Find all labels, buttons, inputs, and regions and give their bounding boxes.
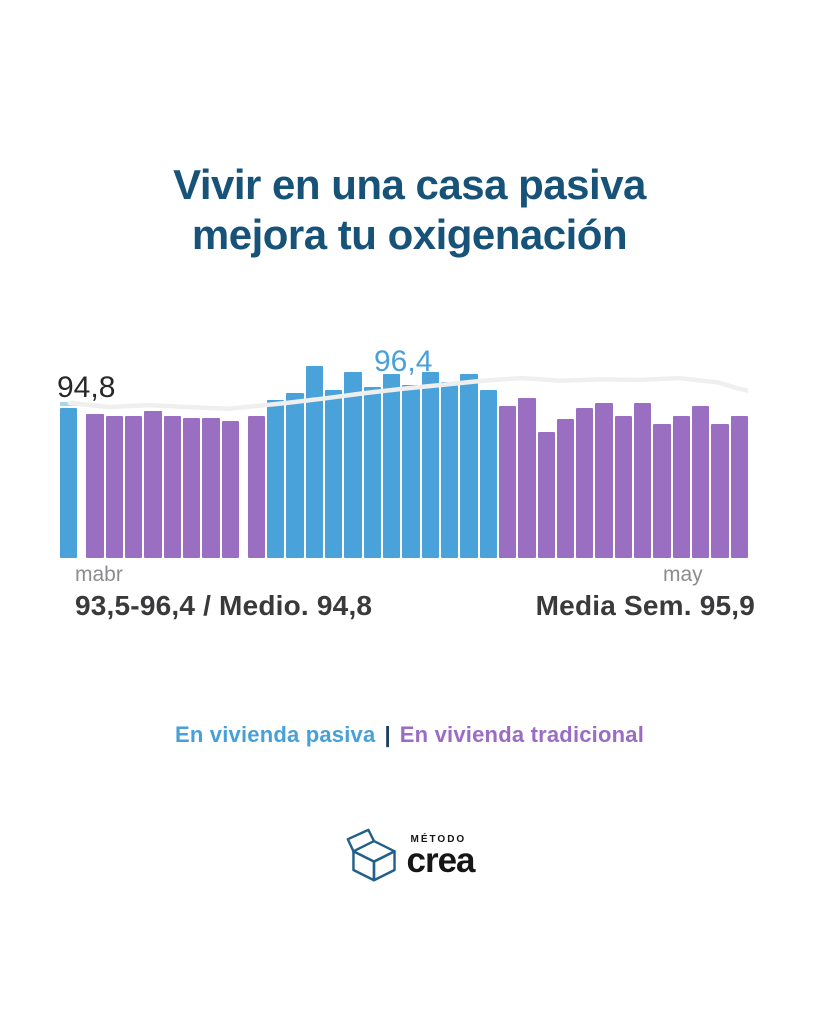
bar-pasiva bbox=[286, 392, 304, 558]
first-bar-value-label: 94,8 bbox=[57, 371, 116, 404]
legend: En vivienda pasiva | En vivienda tradicion… bbox=[0, 722, 819, 748]
bar-tradicional bbox=[498, 405, 517, 558]
peak-value-label: 96,4 bbox=[374, 345, 433, 378]
bar-tradicional bbox=[518, 397, 536, 558]
legend-pasiva-label: En vivienda pasiva bbox=[174, 722, 376, 747]
title-line2: mejora tu oxigenación bbox=[191, 210, 628, 258]
bar-tradicional bbox=[182, 417, 201, 558]
bar-tradicional bbox=[86, 413, 104, 558]
logo-crea-text: crea bbox=[406, 841, 475, 881]
bar-pasiva bbox=[267, 400, 285, 558]
isometric-house-icon bbox=[346, 828, 396, 882]
bar-pasiva bbox=[325, 389, 343, 558]
metodo-crea-logo: MÉTODO crea bbox=[344, 828, 476, 884]
bar-pasiva bbox=[402, 384, 420, 558]
bar-tradicional bbox=[144, 410, 162, 558]
bar-tradicional bbox=[105, 416, 123, 558]
oxygenation-bar-chart: 94,8 96,4 bbox=[57, 340, 748, 558]
bar-tradicional bbox=[202, 417, 220, 558]
bar-tradicional bbox=[537, 431, 555, 558]
bar-pasiva bbox=[383, 374, 401, 558]
bar-pasiva bbox=[363, 387, 381, 558]
title-line1: Vivir en una casa pasiva bbox=[173, 161, 646, 208]
x-axis-label-left: mabr bbox=[75, 563, 123, 586]
legend-tradicional-label: En vivienda tradicional bbox=[399, 722, 645, 747]
logo-metodo-text: MÉTODO bbox=[410, 834, 467, 846]
bar-pasiva bbox=[60, 402, 78, 558]
range-and-medio-text: 93,5-96,4 / Medio. 94,8 bbox=[75, 590, 373, 621]
x-axis-label-right: may bbox=[663, 563, 703, 586]
bar-pasiva bbox=[305, 366, 324, 558]
bar-tradicional bbox=[653, 424, 671, 558]
bar-series bbox=[60, 340, 748, 558]
bar-pasiva bbox=[479, 389, 497, 558]
bar-tradicional bbox=[595, 403, 613, 558]
bar-tradicional bbox=[692, 405, 710, 558]
bar-tradicional bbox=[247, 416, 266, 558]
bar-tradicional bbox=[730, 416, 748, 558]
bar-tradicional bbox=[556, 418, 575, 558]
bar-tradicional bbox=[614, 416, 633, 558]
bar-pasiva bbox=[344, 371, 362, 558]
bar-tradicional bbox=[124, 416, 143, 558]
bar-pasiva bbox=[460, 374, 478, 558]
bar-tradicional bbox=[672, 416, 690, 558]
bar-tradicional bbox=[163, 416, 181, 558]
bar-pasiva bbox=[440, 382, 459, 558]
bar-tradicional bbox=[576, 408, 594, 558]
bar-tradicional bbox=[221, 421, 239, 558]
page-title: Vivir en una casa pasiva mejora tu oxige… bbox=[0, 160, 819, 259]
bar-tradicional bbox=[634, 403, 652, 558]
bar-pasiva bbox=[421, 371, 439, 558]
bar-tradicional bbox=[711, 424, 729, 558]
media-semanal-text: Media Sem. 95,9 bbox=[535, 590, 755, 621]
legend-separator: | bbox=[384, 722, 391, 747]
logo-wordmark: MÉTODO crea bbox=[406, 834, 475, 881]
